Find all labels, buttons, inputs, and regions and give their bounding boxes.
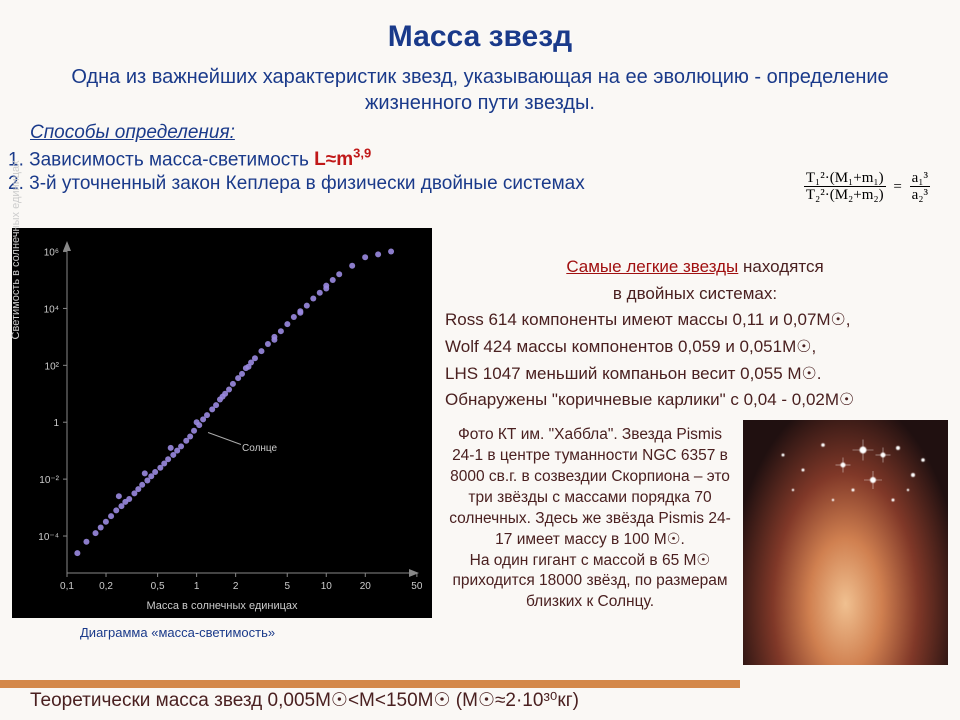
hubble-photo-description: Фото КТ им. "Хаббла". Звезда Pismis 24-1… [445,425,735,613]
nebula-svg [743,420,948,665]
svg-text:1: 1 [53,418,59,429]
ross-614-line: Ross 614 компоненты имеют массы 0,11 и 0… [445,308,945,333]
lhs-1047-line: LHS 1047 меньший компаньон весит 0,055 M… [445,362,945,387]
svg-text:0,1: 0,1 [60,581,74,592]
svg-text:10⁻²: 10⁻² [39,475,59,486]
method-1-text: 1. Зависимость масса-светимость [8,149,314,170]
kepler-formula: T₁²·(M₁+m₁)T₂²·(M₂+m₂) = a₁³a₂³ [804,170,930,204]
svg-text:5: 5 [284,581,290,592]
page-title: Масса звезд [0,0,960,54]
binary-systems-line: в двойных системах: [445,282,945,307]
svg-text:10: 10 [321,581,333,592]
nebula-image [743,420,948,665]
svg-text:20: 20 [360,581,372,592]
wolf-424-line: Wolf 424 массы компонентов 0,059 и 0,051… [445,335,945,360]
svg-text:10⁻⁴: 10⁻⁴ [38,532,59,543]
svg-text:2: 2 [233,581,239,592]
lightest-stars-block: Самые легкие звезды находятся в двойных … [445,255,945,415]
chart-caption: Диаграмма «масса-светимость» [80,625,275,640]
methods-label: Способы определения: [30,122,960,144]
intro-text: Одна из важнейших характеристик звезд, у… [0,64,960,116]
svg-text:10⁶: 10⁶ [44,248,59,259]
svg-text:10²: 10² [45,361,60,372]
lightest-heading: Самые легкие звезды [566,257,738,276]
svg-text:1: 1 [194,581,200,592]
footer-mass-range: Теоретически масса звезд 0,005M☉<M<150M☉… [30,689,579,712]
svg-text:0,5: 0,5 [151,581,165,592]
svg-text:0,2: 0,2 [99,581,113,592]
svg-text:10⁴: 10⁴ [44,304,59,315]
footer-divider [0,680,740,688]
method-1-formula: L≈m3,9 [314,149,371,170]
sun-label: Солнце [242,443,277,454]
svg-text:50: 50 [411,581,423,592]
y-axis-label: Светимость в солнечных единицах [10,160,22,339]
brown-dwarfs-line: Обнаружены "коричневые карлики" с 0,04 -… [445,388,945,413]
chart-svg: 10⁻⁴ 10⁻² 1 10² 10⁴ 10⁶ 0,1 0,2 0,5 1 2 5 10 20 50 [12,228,432,618]
x-axis-label: Масса в солнечных единицах [146,600,297,612]
mass-luminosity-chart: 10⁻⁴10⁻²110²10⁴10⁶0,10,20,5125102050 Све… [12,228,432,618]
method-1: 1. Зависимость масса-светимость L≈m3,9 [8,146,960,171]
